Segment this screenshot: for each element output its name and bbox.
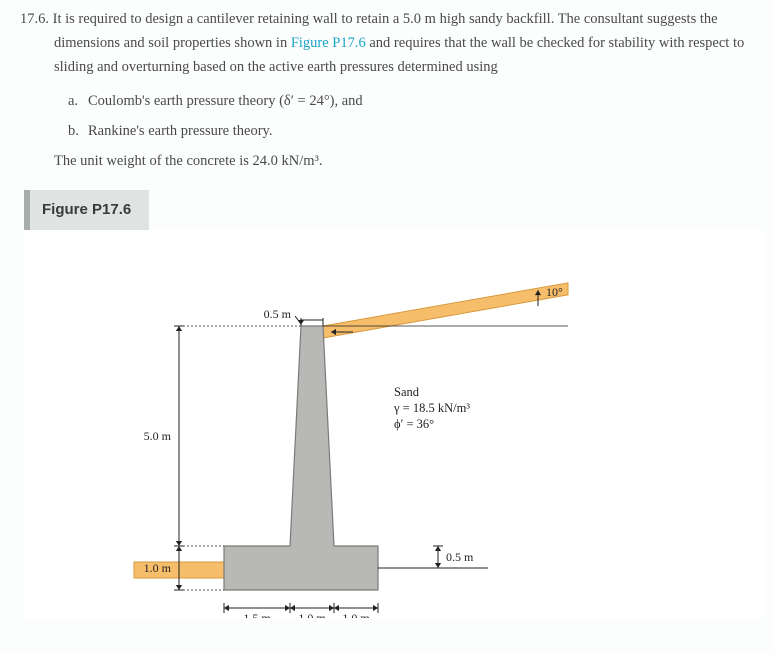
svg-text:ϕ′ = 36°: ϕ′ = 36° bbox=[394, 417, 434, 431]
figure-tab: Figure P17.6 bbox=[24, 190, 149, 231]
svg-text:10°: 10° bbox=[546, 285, 563, 299]
list-item: b.Rankine's earth pressure theory. bbox=[68, 120, 758, 144]
after-list-text: The unit weight of the concrete is 24.0 … bbox=[54, 150, 758, 174]
svg-text:Sand: Sand bbox=[394, 385, 420, 399]
problem-statement: 17.6. It is required to design a cantile… bbox=[16, 8, 758, 80]
list-item: a.Coulomb's earth pressure theory (δ′ = … bbox=[68, 90, 758, 114]
figure-ref-link[interactable]: Figure P17.6 bbox=[291, 35, 366, 51]
item-text: Rankine's earth pressure theory. bbox=[88, 123, 272, 139]
svg-text:1.0 m: 1.0 m bbox=[298, 611, 326, 618]
svg-text:γ = 18.5 kN/m³: γ = 18.5 kN/m³ bbox=[393, 401, 470, 415]
figure-svg: 5.0 m 1.0 m 0.5 m 1.5 m 1.0 m 1.0 m 0.5 m 10° Sa… bbox=[24, 230, 764, 618]
svg-text:1.0 m: 1.0 m bbox=[144, 561, 172, 575]
svg-text:1.5 m: 1.5 m bbox=[243, 611, 271, 618]
item-text: Coulomb's earth pressure theory (δ′ = 24… bbox=[88, 93, 363, 109]
figure-panel: 5.0 m 1.0 m 0.5 m 1.5 m 1.0 m 1.0 m 0.5 m 10° Sa… bbox=[24, 230, 764, 618]
item-letter: b. bbox=[68, 120, 88, 144]
problem-number: 17.6. bbox=[20, 11, 49, 27]
svg-text:5.0 m: 5.0 m bbox=[144, 429, 172, 443]
item-letter: a. bbox=[68, 90, 88, 114]
sub-list: a.Coulomb's earth pressure theory (δ′ = … bbox=[68, 90, 758, 144]
svg-text:0.5 m: 0.5 m bbox=[446, 550, 474, 564]
svg-text:0.5 m: 0.5 m bbox=[264, 307, 292, 321]
svg-text:1.0 m: 1.0 m bbox=[342, 611, 370, 618]
